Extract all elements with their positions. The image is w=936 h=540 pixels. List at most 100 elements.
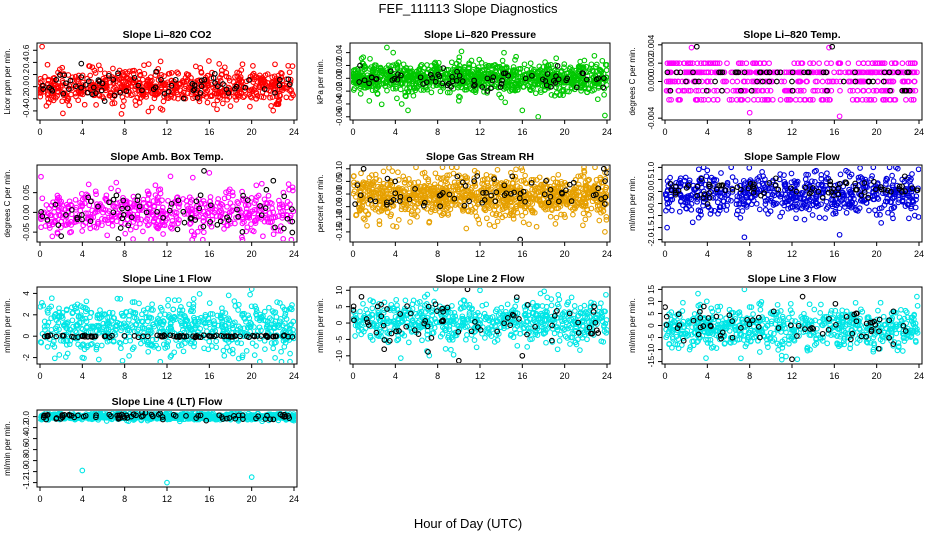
y-axis-label: Licor ppm per min. bbox=[3, 48, 12, 114]
data-point bbox=[499, 69, 506, 75]
data-point bbox=[519, 107, 526, 114]
y-tick-label: 2 bbox=[22, 312, 31, 317]
data-point bbox=[474, 173, 481, 179]
data-point bbox=[787, 69, 794, 76]
data-point bbox=[684, 181, 691, 188]
data-point bbox=[789, 78, 795, 85]
data-point bbox=[887, 78, 894, 85]
data-point bbox=[123, 88, 130, 94]
data-point bbox=[874, 181, 881, 188]
data-point bbox=[63, 80, 69, 87]
data-point bbox=[600, 208, 607, 214]
data-point bbox=[907, 194, 913, 201]
data-point bbox=[675, 87, 682, 94]
x-tick-label: 12 bbox=[162, 249, 172, 259]
data-point bbox=[390, 223, 396, 229]
data-point bbox=[233, 97, 240, 103]
data-point bbox=[115, 187, 121, 194]
data-point bbox=[781, 172, 787, 178]
data-point bbox=[359, 203, 366, 210]
data-point bbox=[289, 218, 296, 225]
data-point bbox=[99, 93, 106, 100]
data-point bbox=[147, 78, 154, 84]
data-point bbox=[38, 209, 44, 215]
data-point bbox=[537, 188, 544, 195]
data-point bbox=[40, 82, 46, 89]
data-point bbox=[446, 191, 453, 198]
data-point bbox=[809, 178, 815, 185]
data-point bbox=[782, 183, 788, 190]
data-point bbox=[137, 71, 144, 78]
data-point bbox=[766, 60, 772, 67]
data-point bbox=[789, 87, 796, 94]
data-point bbox=[424, 205, 430, 212]
data-point bbox=[54, 198, 60, 205]
data-point bbox=[180, 196, 186, 202]
data-point bbox=[712, 78, 718, 85]
data-point bbox=[205, 82, 212, 89]
data-point bbox=[700, 166, 707, 171]
data-point bbox=[901, 173, 908, 180]
data-point bbox=[54, 195, 61, 201]
data-point bbox=[675, 78, 681, 85]
data-point bbox=[392, 178, 399, 185]
data-point bbox=[280, 212, 286, 219]
data-point bbox=[189, 174, 196, 181]
data-point bbox=[667, 181, 674, 187]
data-point bbox=[865, 87, 872, 94]
data-point bbox=[351, 75, 358, 82]
data-point bbox=[111, 92, 118, 99]
data-point bbox=[783, 69, 790, 76]
data-point bbox=[394, 62, 401, 69]
data-point bbox=[132, 98, 139, 104]
data-point bbox=[447, 89, 453, 96]
data-point bbox=[74, 214, 80, 221]
data-point bbox=[516, 69, 523, 76]
data-point bbox=[440, 65, 447, 71]
data-point bbox=[221, 195, 228, 202]
data-point bbox=[852, 78, 859, 85]
data-point bbox=[411, 72, 417, 79]
data-point bbox=[678, 198, 684, 204]
data-point bbox=[285, 62, 292, 69]
data-point bbox=[147, 74, 154, 80]
data-point bbox=[795, 69, 802, 76]
data-point bbox=[239, 61, 246, 68]
data-point bbox=[704, 201, 711, 207]
data-point bbox=[444, 201, 450, 207]
data-point bbox=[157, 58, 164, 65]
data-point bbox=[560, 88, 567, 94]
data-point bbox=[286, 69, 293, 76]
data-point bbox=[668, 60, 675, 67]
data-point bbox=[494, 218, 501, 225]
data-point bbox=[798, 87, 804, 94]
data-point bbox=[579, 70, 586, 76]
data-point bbox=[39, 44, 45, 50]
data-point bbox=[515, 86, 521, 93]
data-point bbox=[716, 207, 723, 214]
data-point bbox=[410, 195, 416, 202]
data-point bbox=[464, 174, 471, 181]
data-point bbox=[443, 198, 449, 205]
data-point bbox=[762, 187, 769, 193]
data-point bbox=[708, 207, 715, 213]
data-point bbox=[362, 216, 368, 223]
data-point bbox=[788, 185, 794, 192]
data-point bbox=[695, 87, 702, 94]
data-point bbox=[79, 228, 86, 234]
data-point bbox=[695, 69, 702, 76]
data-point bbox=[145, 190, 152, 197]
data-point bbox=[397, 86, 404, 93]
data-point bbox=[558, 211, 564, 218]
data-point bbox=[427, 196, 433, 203]
data-point bbox=[219, 100, 226, 107]
data-point bbox=[53, 213, 59, 220]
data-point bbox=[734, 207, 741, 214]
data-point bbox=[704, 78, 710, 85]
y-tick-label: 1.0 bbox=[647, 161, 656, 173]
data-point bbox=[584, 89, 591, 96]
data-point bbox=[592, 166, 598, 171]
data-point bbox=[373, 75, 380, 82]
data-point bbox=[450, 196, 457, 203]
data-point bbox=[424, 184, 431, 191]
